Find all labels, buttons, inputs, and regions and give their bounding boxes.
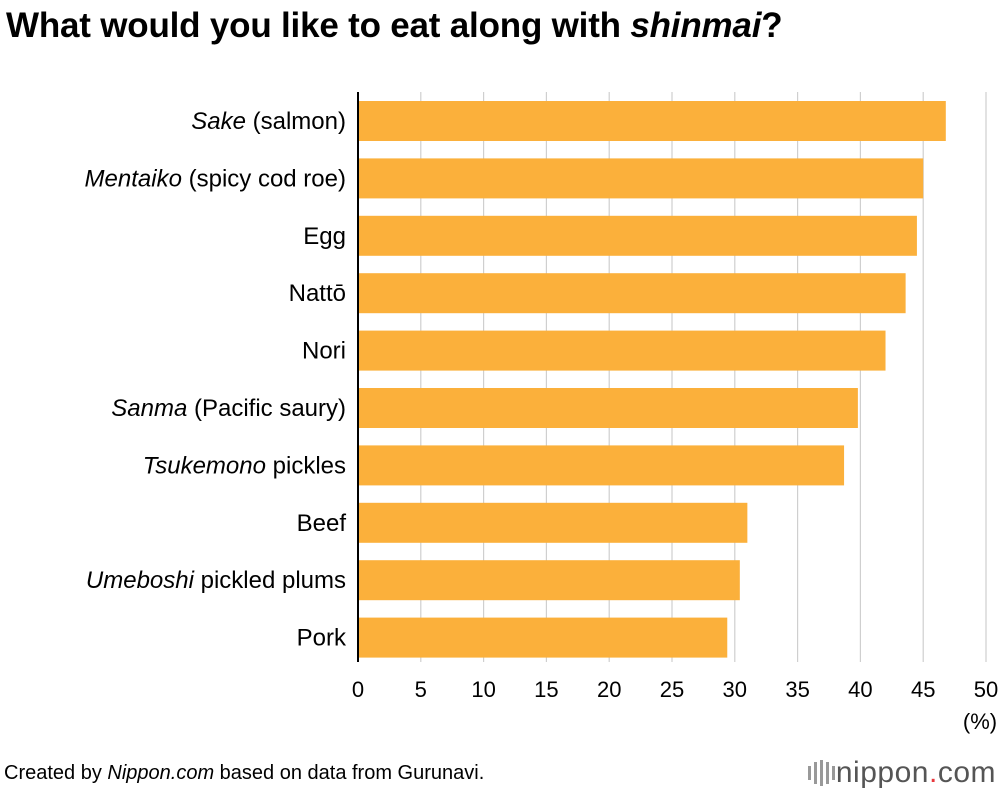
category-label-text: Nattō [289, 280, 346, 307]
chart-title-suffix: ? [761, 6, 783, 45]
source-note: Created by Nippon.com based on data from… [4, 762, 484, 785]
x-tick-label: 45 [911, 677, 935, 702]
category-label: Pork [297, 625, 347, 652]
source-note-italic: Nippon.com [107, 762, 215, 784]
category-label-text: pickled plums [194, 567, 346, 594]
x-tick-label: 40 [848, 677, 872, 702]
chart-title-italic: shinmai [630, 6, 762, 45]
bar [358, 158, 924, 199]
logo-text: nippon.com [836, 756, 996, 790]
category-label: Umeboshi pickled plums [86, 567, 346, 594]
x-tick-label: 35 [785, 677, 809, 702]
tick-labels: 0 5 10 15 20 25 30 35 40 45 50 (%) [352, 677, 998, 734]
category-label: Nori [302, 338, 346, 365]
bar [358, 617, 728, 658]
category-label-text: (Pacific saury) [187, 395, 346, 422]
category-label-text: pickles [266, 452, 346, 479]
nippon-logo: nippon.com [806, 756, 996, 790]
category-label: Sake (salmon) [191, 108, 346, 135]
category-label-italic: Sake [191, 108, 246, 135]
category-label-italic: Sanma [111, 395, 187, 422]
category-label-italic: Tsukemono [143, 452, 266, 479]
logo-bars-icon [807, 760, 835, 786]
bar [358, 101, 946, 141]
chart-title-prefix: What would you like to eat along with [6, 6, 631, 45]
category-label-italic: Umeboshi [86, 567, 195, 594]
logo-dot: . [928, 756, 938, 789]
category-label-italic: Mentaiko [85, 165, 182, 192]
category-label-text: (salmon) [246, 108, 346, 135]
category-label: Egg [303, 223, 346, 250]
x-tick-label: 30 [723, 677, 747, 702]
category-label: Sanma (Pacific saury) [111, 395, 346, 422]
logo-tld: com [937, 756, 996, 789]
category-label: Mentaiko (spicy cod roe) [85, 165, 346, 192]
x-tick-label: 25 [660, 677, 684, 702]
bar [358, 502, 748, 543]
category-label: Beef [297, 510, 347, 537]
bar [358, 330, 886, 371]
category-label-text: Egg [303, 223, 346, 250]
bar [358, 560, 740, 601]
bar [358, 273, 906, 314]
category-label-text: (spicy cod roe) [182, 165, 346, 192]
x-unit-label: (%) [963, 709, 997, 734]
source-note-suffix: based on data from Gurunavi. [214, 762, 485, 784]
bar [358, 215, 917, 256]
x-tick-label: 50 [974, 677, 998, 702]
category-label: Nattō [289, 280, 346, 307]
category-label-text: Beef [297, 510, 347, 537]
category-label-text: Pork [297, 625, 347, 652]
chart-title: What would you like to eat along with sh… [6, 6, 783, 46]
category-label: Tsukemono pickles [143, 452, 346, 479]
x-tick-label: 15 [534, 677, 558, 702]
bars [358, 101, 946, 658]
x-tick-label: 20 [597, 677, 621, 702]
x-tick-label: 5 [415, 677, 427, 702]
logo-name: nippon [835, 756, 929, 789]
category-label-text: Nori [302, 338, 346, 365]
category-labels: Sake (salmon) Mentaiko (spicy cod roe) Egg… [85, 108, 347, 652]
x-tick-label: 10 [471, 677, 495, 702]
source-note-prefix: Created by [4, 762, 108, 784]
bar [358, 388, 858, 428]
x-tick-label: 0 [352, 677, 364, 702]
bar [358, 445, 845, 486]
